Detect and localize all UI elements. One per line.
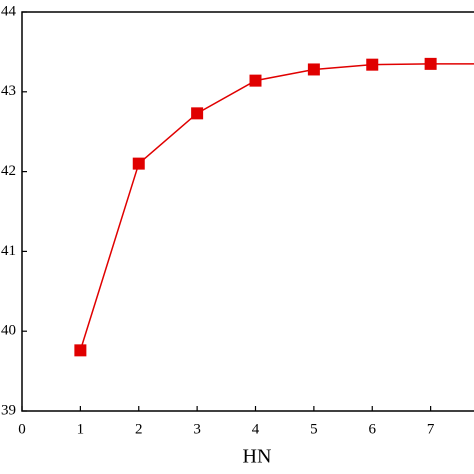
series-marker — [366, 58, 379, 71]
x-axis-label: HN — [243, 446, 272, 468]
x-tick-label: 7 — [427, 421, 435, 437]
x-tick-label: 6 — [369, 421, 377, 437]
y-tick-label: 39 — [1, 402, 16, 418]
x-tick-label: 3 — [193, 421, 201, 437]
y-tick-label: 40 — [1, 323, 16, 339]
x-tick-label: 0 — [18, 421, 26, 437]
series-marker — [424, 57, 437, 70]
x-tick-label: 5 — [310, 421, 318, 437]
series-marker — [249, 74, 262, 87]
plot-frame — [21, 11, 474, 412]
series-marker — [132, 157, 145, 170]
series-marker — [74, 344, 87, 357]
y-tick-label: 43 — [1, 83, 16, 99]
series-line — [79, 63, 474, 351]
x-tick-label: 1 — [77, 421, 85, 437]
y-tick-label: 41 — [1, 243, 16, 259]
series-marker — [307, 63, 320, 76]
x-tick-label: 4 — [252, 421, 260, 437]
x-tick-label: 2 — [135, 421, 143, 437]
y-tick-label: 44 — [1, 3, 17, 19]
y-tick-label: 42 — [1, 163, 16, 179]
series-marker — [191, 107, 204, 120]
